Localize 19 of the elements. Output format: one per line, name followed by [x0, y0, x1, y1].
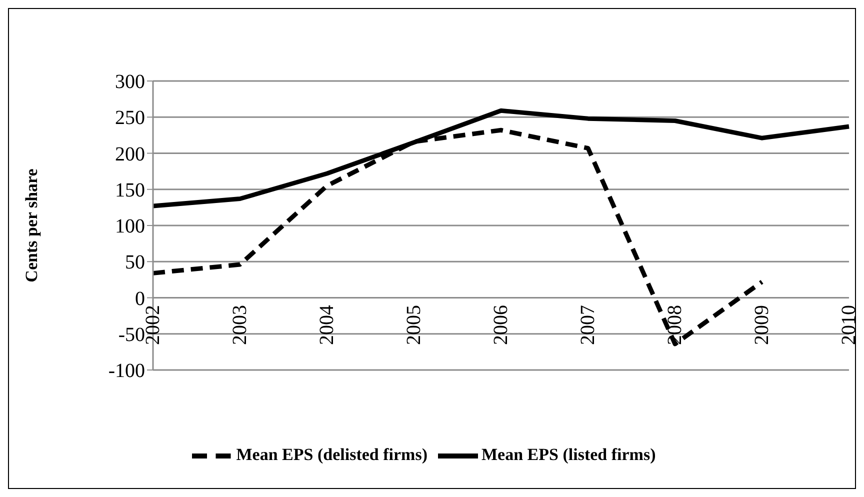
x-tick-label: 2009 [751, 305, 773, 345]
y-axis-title: Cents per share [22, 168, 42, 282]
y-tick-label: -100 [108, 360, 145, 382]
y-tick-label: 150 [115, 179, 145, 202]
y-tick-label: 250 [115, 107, 145, 130]
x-tick-label: 2005 [403, 305, 425, 345]
y-tick-label: 200 [115, 143, 145, 166]
y-tick-label: -50 [118, 324, 145, 346]
x-tick-label: 2006 [490, 305, 512, 345]
x-tick-label: 2004 [316, 305, 338, 345]
x-tick-label: 2003 [229, 305, 251, 345]
y-tick-label: 300 [115, 71, 145, 94]
y-tick-label: 0 [135, 288, 145, 310]
legend-label: Mean EPS (delisted firms) [236, 444, 428, 464]
y-tick-label: 100 [115, 216, 145, 238]
x-tick-label: 2007 [577, 305, 599, 345]
y-tick-label: 50 [125, 252, 145, 274]
legend-label: Mean EPS (listed firms) [482, 444, 656, 464]
x-tick-label: 2010 [838, 305, 860, 345]
